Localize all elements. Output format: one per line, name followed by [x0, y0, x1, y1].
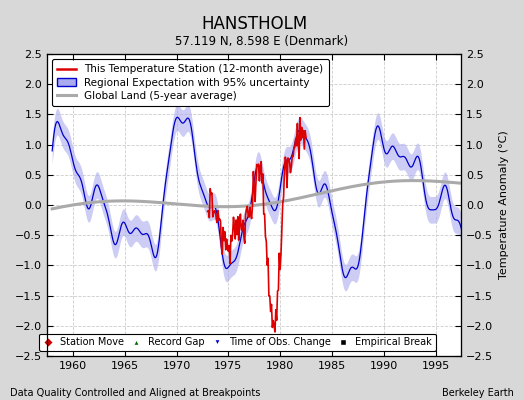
Y-axis label: Temperature Anomaly (°C): Temperature Anomaly (°C) — [499, 131, 509, 280]
Legend: Station Move, Record Gap, Time of Obs. Change, Empirical Break: Station Move, Record Gap, Time of Obs. C… — [39, 334, 436, 351]
Text: 57.119 N, 8.598 E (Denmark): 57.119 N, 8.598 E (Denmark) — [176, 36, 348, 48]
Text: Berkeley Earth: Berkeley Earth — [442, 388, 514, 398]
Text: Data Quality Controlled and Aligned at Breakpoints: Data Quality Controlled and Aligned at B… — [10, 388, 261, 398]
Title: HANSTHOLM: HANSTHOLM — [201, 15, 308, 33]
